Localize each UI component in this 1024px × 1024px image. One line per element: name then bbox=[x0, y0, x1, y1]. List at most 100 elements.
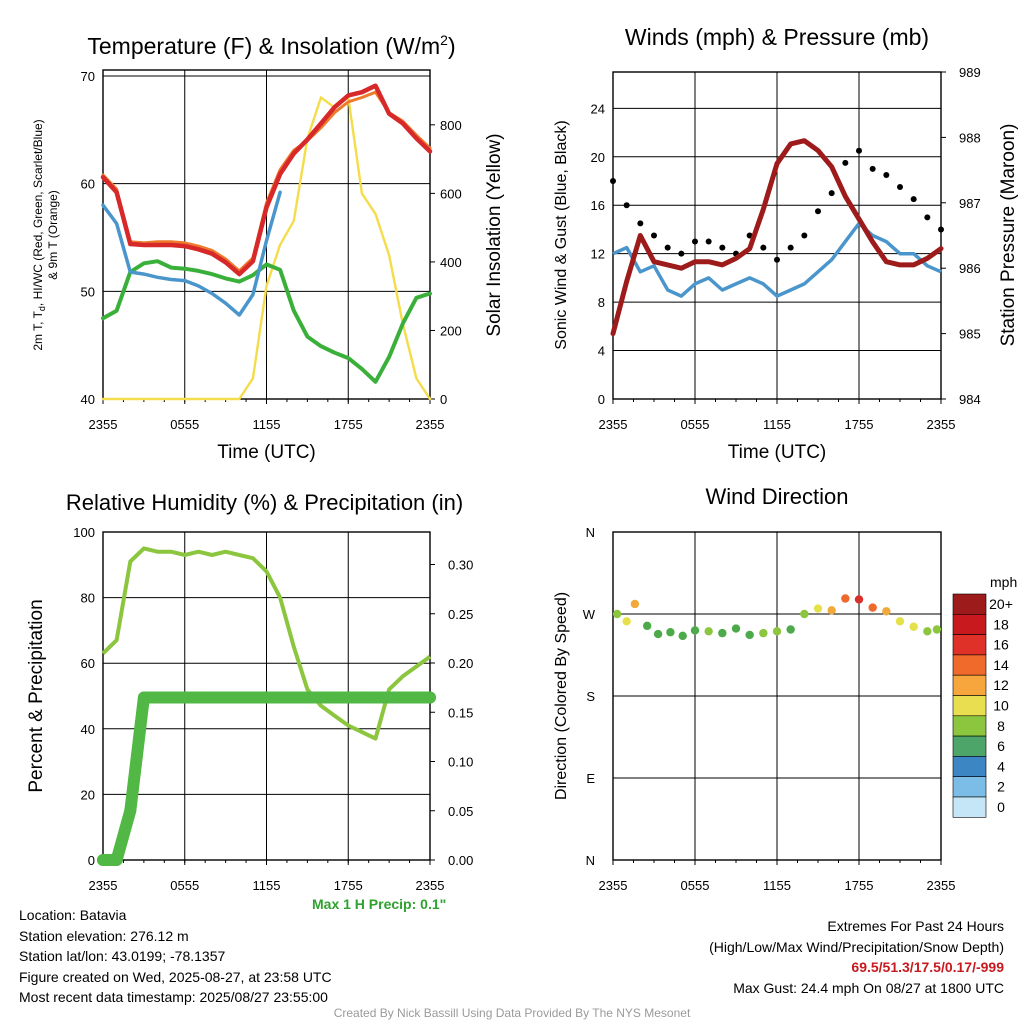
winds-gust-point bbox=[938, 226, 944, 233]
temp-ylabel-right: Solar Insolation (Yellow) bbox=[484, 133, 505, 336]
winds-gust-point bbox=[787, 244, 794, 251]
winds-ytick-label: 16 bbox=[591, 198, 605, 213]
dir-ytick-label: E bbox=[586, 771, 595, 786]
colorbar-swatch bbox=[952, 674, 987, 696]
rh-ytick-right-label: 0.30 bbox=[448, 558, 473, 573]
colorbar-swatch bbox=[952, 776, 987, 798]
extremes-info: Extremes For Past 24 Hours (High/Low/Max… bbox=[709, 916, 1004, 998]
credit-text: Created By Nick Bassill Using Data Provi… bbox=[333, 1006, 691, 1020]
dir-point bbox=[622, 617, 631, 626]
rh-title: Relative Humidity (%) & Precipitation (i… bbox=[66, 490, 463, 515]
winds-gust-point bbox=[719, 244, 726, 251]
colorbar-swatch bbox=[952, 715, 987, 737]
dir-xtick-label: 0555 bbox=[681, 878, 710, 893]
rh-ytick-right-label: 0.25 bbox=[448, 607, 473, 622]
rh-precip-point bbox=[110, 854, 123, 866]
rh-precip-point bbox=[383, 691, 396, 704]
dir-ytick-label: N bbox=[586, 853, 595, 868]
winds-gust-point bbox=[637, 220, 644, 227]
colorbar-label: 4 bbox=[997, 758, 1005, 774]
winds-gust-point bbox=[910, 196, 917, 203]
rh-xtick-label: 0555 bbox=[170, 878, 199, 893]
temp-ytick-label: 70 bbox=[81, 69, 95, 84]
winds-gust-point bbox=[842, 159, 849, 166]
colorbar-label: 16 bbox=[993, 637, 1009, 653]
temp-ytick-right-label: 200 bbox=[440, 323, 462, 338]
winds-xtick-label: 2355 bbox=[927, 417, 956, 432]
dir-point bbox=[630, 599, 640, 609]
rh-precip-point bbox=[410, 691, 423, 704]
extremes-header: Extremes For Past 24 Hours bbox=[827, 918, 1004, 934]
rh-precip-point bbox=[233, 691, 246, 704]
winds-xlabel: Time (UTC) bbox=[728, 442, 827, 463]
dir-point bbox=[923, 627, 932, 636]
rh-ytick-right-label: 0.15 bbox=[448, 705, 473, 720]
humidity-panel: 2355 0555 1155 1755 2355 0 20 40 60 80 100 0.00 0.05… bbox=[26, 490, 473, 893]
station-info: Location: Batavia Station elevation: 276… bbox=[19, 905, 332, 1008]
rh-precip-point bbox=[355, 691, 368, 704]
winds-gust-point bbox=[705, 238, 712, 245]
winds-gust-point bbox=[869, 165, 876, 172]
rh-xtick-label: 2355 bbox=[89, 878, 118, 893]
rh-ylabel: Percent & Precipitation bbox=[26, 599, 47, 792]
rh-precip-point bbox=[192, 691, 205, 704]
recent-data-text: Most recent data timestamp: 2025/08/27 2… bbox=[19, 989, 328, 1005]
colorbar-label: 20+ bbox=[989, 596, 1013, 612]
dir-point bbox=[841, 594, 850, 603]
dir-point bbox=[704, 627, 713, 636]
winds-ytick-right-label: 986 bbox=[959, 261, 981, 276]
rh-precip-point bbox=[219, 691, 232, 704]
winds-series-sonic-wind bbox=[612, 221, 942, 298]
colorbar-label: 2 bbox=[997, 779, 1005, 795]
temp-ytick-label: 40 bbox=[81, 392, 95, 407]
colorbar-label: 8 bbox=[997, 718, 1005, 734]
dir-point bbox=[666, 628, 675, 637]
rh-precip-point bbox=[396, 691, 409, 704]
rh-ytick-right-label: 0.20 bbox=[448, 656, 473, 671]
dir-ytick-label: W bbox=[583, 607, 596, 622]
winds-xtick-label: 1155 bbox=[763, 417, 791, 432]
dir-point bbox=[745, 630, 754, 640]
winds-gust-point bbox=[664, 244, 671, 251]
colorbar-swatch bbox=[952, 593, 987, 615]
temp-ytick-right-label: 600 bbox=[440, 186, 462, 201]
rh-precip-point bbox=[165, 691, 178, 704]
rh-precip-point bbox=[328, 691, 341, 704]
rh-precip-point bbox=[342, 691, 355, 704]
dir-point bbox=[731, 624, 741, 633]
winds-gust-point bbox=[828, 190, 835, 197]
winds-title: Winds (mph) & Pressure (mb) bbox=[625, 24, 929, 50]
winds-xtick-label: 1755 bbox=[845, 417, 874, 432]
dir-point bbox=[854, 595, 864, 604]
winds-ytick-label: 0 bbox=[598, 392, 605, 407]
rh-precip-point bbox=[206, 691, 218, 704]
winds-gust-point bbox=[924, 214, 931, 221]
winds-gust-point bbox=[651, 232, 657, 239]
rh-ytick-label: 20 bbox=[81, 787, 95, 802]
rh-ytick-right-label: 0.05 bbox=[448, 804, 473, 819]
rh-ytick-label: 100 bbox=[73, 525, 95, 540]
rh-ytick-label: 80 bbox=[81, 591, 95, 606]
temp-series-solar-insolation bbox=[101, 96, 432, 401]
dir-point bbox=[786, 625, 795, 634]
winds-gust-point bbox=[623, 202, 630, 209]
winds-xtick-label: 0555 bbox=[681, 417, 710, 432]
colorbar-label: 10 bbox=[993, 698, 1009, 714]
rh-ytick-right-label: 0.10 bbox=[448, 755, 473, 770]
rh-series-humidity bbox=[101, 546, 432, 741]
dir-title: Wind Direction bbox=[705, 484, 848, 509]
rh-precip-point bbox=[151, 691, 164, 704]
rh-precip-point bbox=[97, 854, 109, 866]
rh-xtick-label: 1755 bbox=[334, 878, 363, 893]
rh-precip-point bbox=[287, 691, 300, 704]
colorbar-label: 6 bbox=[997, 738, 1005, 754]
rh-ytick-label: 60 bbox=[81, 656, 95, 671]
temp-ytick-right-label: 400 bbox=[440, 255, 462, 270]
colorbar-title: mph bbox=[990, 574, 1017, 590]
temp-ytick-label: 50 bbox=[81, 284, 95, 299]
dir-point bbox=[759, 628, 768, 638]
rh-precip-point bbox=[424, 691, 436, 704]
colorbar-swatch bbox=[952, 654, 987, 676]
rh-precip-point bbox=[178, 691, 191, 704]
